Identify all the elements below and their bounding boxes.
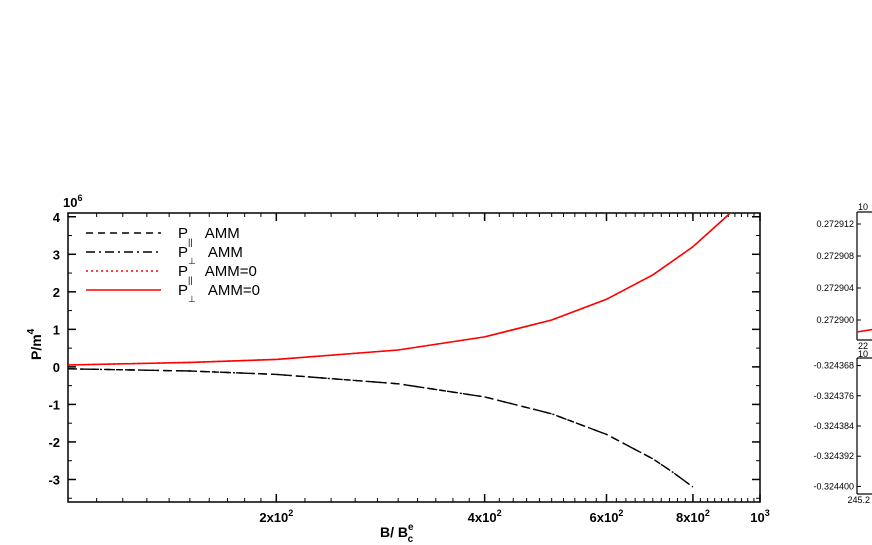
y-multiplier-exp: 6 <box>77 193 82 203</box>
x-tick-label: 103 <box>750 508 769 525</box>
y-tick-label: -3 <box>48 472 60 487</box>
inset-top-series-line <box>856 328 872 333</box>
x-tick-label: 6x102 <box>590 508 624 525</box>
y-tick-label: 4 <box>53 210 61 225</box>
y-tick-label: 3 <box>53 247 60 262</box>
series-line-0 <box>68 368 694 488</box>
inset-bottom-tick-label: -0.324400 <box>813 481 854 491</box>
y-tick-label: -1 <box>48 397 60 412</box>
y-tick-label: 0 <box>53 360 60 375</box>
inset-bottom-x-tick-label: 245.2 <box>847 495 870 505</box>
y-tick-label: -2 <box>48 435 60 450</box>
inset-top-tick-label: 0.272900 <box>816 315 854 325</box>
y-tick-label: 1 <box>53 322 60 337</box>
main-plot-frame <box>67 212 761 503</box>
series-line-3 <box>68 213 732 366</box>
inset-top-tick-label: 0.272904 <box>816 283 854 293</box>
series-line-1 <box>68 368 694 488</box>
inset-top-tick-label: 0.272912 <box>816 219 854 229</box>
inset-bottom-tick-label: -0.324376 <box>813 391 854 401</box>
inset-bottom-tick-label: -0.324384 <box>813 421 854 431</box>
y-tick-label: 2 <box>53 285 60 300</box>
inset-bottom-tick-label: -0.324368 <box>813 361 854 371</box>
inset-top: 0.272912 0.272908 0.272904 0.272900 10 22 <box>816 202 872 351</box>
x-axis-title: B/ Be c <box>380 522 414 545</box>
main-ticks <box>68 213 761 502</box>
inset-bottom: -0.324368 -0.324376 -0.324384 -0.324392 -0.3… <box>813 349 872 505</box>
inset-top-tick-label: 0.272908 <box>816 251 854 261</box>
inset-bottom-tick-label: -0.324392 <box>813 451 854 461</box>
x-tick-label: 4x102 <box>468 508 502 525</box>
legend-label: P⊥ AMM <box>178 244 243 266</box>
main-series <box>68 213 732 488</box>
legend-label: P|| AMM <box>178 225 240 247</box>
y-axis-title: P/m4 <box>26 328 44 360</box>
x-tick-label: 8x102 <box>676 508 710 525</box>
legend-label: P|| AMM=0 <box>178 263 257 285</box>
inset-top-multiplier: 10 <box>858 202 868 212</box>
x-tick-label: 2x102 <box>259 508 293 525</box>
y-multiplier: 106 <box>63 193 82 210</box>
inset-bottom-multiplier: 10 <box>858 349 868 359</box>
inset-top-x-tick-label: 22 <box>858 341 868 351</box>
legend-label: P⊥ AMM=0 <box>178 282 260 304</box>
main-labels: 2x102 4x102 6x102 8x102 103 4 3 2 1 0 -1 -2 -3 <box>48 210 769 525</box>
